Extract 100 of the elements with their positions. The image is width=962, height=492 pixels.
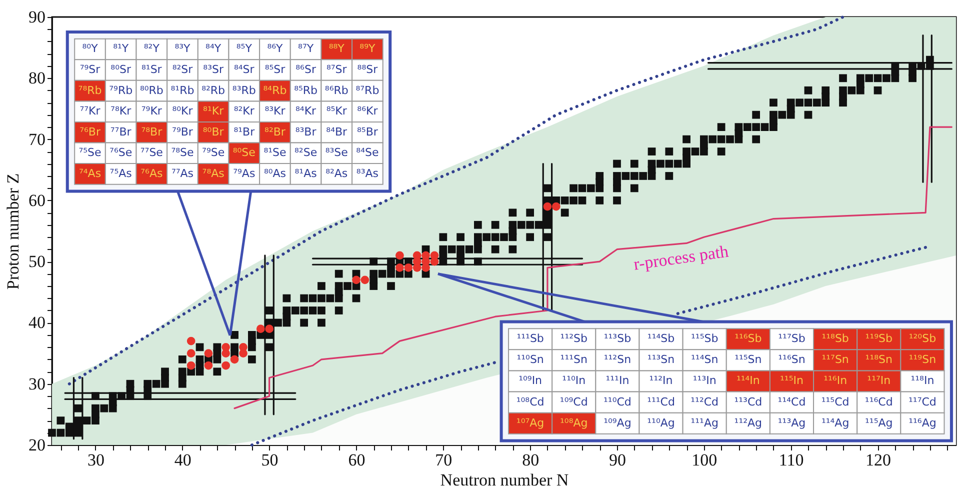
text: ⁷⁴As <box>78 166 102 180</box>
text: ¹⁰⁹Ag <box>604 416 632 430</box>
text: ¹¹⁴In <box>736 374 760 388</box>
text: ⁷⁶Br <box>80 125 100 138</box>
text: ¹⁰⁹Cd <box>560 395 588 408</box>
text: ¹¹⁷Sb <box>778 332 806 346</box>
text: ¹²⁰Sb <box>908 332 936 346</box>
text: ⁷⁹As <box>233 166 256 180</box>
text: ¹¹³Cd <box>734 395 762 408</box>
y-tick-label: 60 <box>28 190 46 210</box>
text: ¹¹⁴Sb <box>647 332 675 346</box>
text: ⁷⁸Br <box>141 125 162 138</box>
text: ¹¹⁶Sb <box>734 332 762 346</box>
text: ⁸²Se <box>294 146 318 160</box>
text: ¹¹²Sn <box>604 353 632 366</box>
text: ⁷⁸Se <box>171 146 194 160</box>
text: ¹¹³Ag <box>778 416 806 430</box>
text: ¹¹⁰Sn <box>516 353 544 366</box>
text: ⁷⁷Br <box>110 125 132 138</box>
text: ⁷⁹Se <box>202 146 225 160</box>
text: ⁸⁵Kr <box>326 104 347 118</box>
x-tick-label: 90 <box>609 450 626 470</box>
text: ¹¹¹Cd <box>647 395 675 408</box>
text: ⁷⁷Se <box>140 146 163 160</box>
x-tick-label: 50 <box>261 450 278 470</box>
text: ¹¹³Sb <box>604 332 632 346</box>
text: ⁷⁹Kr <box>141 104 162 118</box>
text: ⁸²Y <box>144 42 160 56</box>
text: ¹¹⁹Sn <box>908 353 936 366</box>
text: ⁸³Sr <box>203 63 224 76</box>
text: ¹¹⁰Cd <box>604 395 632 408</box>
x-tick-label: 110 <box>778 450 804 470</box>
text: ⁸²Rb <box>202 84 226 97</box>
text: ⁸⁶Kr <box>357 104 378 118</box>
text: ⁸⁸Sr <box>357 63 378 76</box>
text: ¹¹⁵Sn <box>734 353 762 366</box>
text: ⁸³Se <box>325 146 348 160</box>
text: ¹¹³Sn <box>647 353 675 366</box>
x-tick-label: 60 <box>348 450 366 470</box>
text: ¹¹¹Sn <box>560 353 588 366</box>
x-tick-label: 70 <box>435 450 452 470</box>
text: ⁸⁴Rb <box>263 84 287 97</box>
text: ¹¹²Sb <box>560 332 588 346</box>
y-tick-label: 40 <box>28 313 46 332</box>
text: ⁸⁵Sr <box>264 63 286 76</box>
text: ¹¹⁴Sn <box>691 353 718 366</box>
text: ¹¹⁰In <box>562 374 586 388</box>
text: ¹⁰⁸Cd <box>516 395 544 408</box>
y-tick-label: 70 <box>28 130 46 149</box>
text: ¹¹²Cd <box>690 395 719 408</box>
text: ¹¹¹Ag <box>690 416 718 430</box>
text: ⁸¹Br <box>234 125 255 138</box>
text: ⁸⁴Se <box>356 146 379 160</box>
text: ⁸⁶Y <box>267 42 283 56</box>
text: ¹⁰⁹In <box>518 374 542 388</box>
text: ¹¹⁵Sb <box>690 332 718 346</box>
text: ¹¹²Ag <box>734 416 762 430</box>
text: ⁸³Kr <box>264 104 286 118</box>
y-tick-label: 20 <box>28 436 46 454</box>
text: ¹⁰⁸Ag <box>560 416 588 430</box>
text: ⁸¹Se <box>264 146 286 160</box>
text: ¹¹⁶Sn <box>778 353 806 366</box>
x-tick-label: 80 <box>522 450 540 470</box>
text: ¹¹⁷Sn <box>822 353 849 366</box>
text: ¹¹⁵Cd <box>821 395 850 408</box>
text: ⁸²Sr <box>172 63 193 76</box>
text: ⁸³Y <box>174 42 190 56</box>
x-tick-label: 100 <box>692 450 718 470</box>
text: ⁸¹Rb <box>170 84 194 97</box>
text: ⁸³Br <box>295 125 316 138</box>
text: ⁸³As <box>356 166 378 180</box>
text: ¹¹⁶Ag <box>908 416 936 430</box>
x-tick-label: 40 <box>174 450 192 470</box>
x-tick-label: 120 <box>866 450 892 470</box>
text: ⁸⁴Sr <box>234 63 254 76</box>
y-tick-label: 80 <box>28 68 46 88</box>
text: ⁷⁷As <box>171 166 194 180</box>
text: ⁸⁸Y <box>328 42 344 56</box>
text: ⁸⁶Sr <box>296 63 316 76</box>
y-tick-label: 30 <box>28 374 46 394</box>
text: ⁸⁷Sr <box>326 63 347 76</box>
text: ⁷⁸Rb <box>78 84 102 97</box>
x-tick-label: 30 <box>87 450 104 470</box>
text: ⁷⁷Kr <box>80 104 100 118</box>
text: ¹¹⁸In <box>910 374 934 388</box>
text: ⁸³Rb <box>232 84 256 97</box>
text: ¹¹⁸Sb <box>822 332 849 346</box>
text: ⁷⁹Sr <box>80 63 100 76</box>
text: ⁷⁹Rb <box>109 84 133 97</box>
text: ⁸⁵Br <box>357 125 378 138</box>
text: ⁸¹Y <box>113 42 129 56</box>
text: ⁸²Kr <box>234 104 254 118</box>
text: ⁸⁴Kr <box>296 104 316 118</box>
text: ⁸⁰Rb <box>140 84 164 97</box>
text: ⁷⁸Kr <box>110 104 132 118</box>
text: ⁸¹As <box>294 166 317 180</box>
text: ⁸⁰Sr <box>110 63 132 76</box>
text: ⁸⁰Se <box>232 146 256 160</box>
text: ⁸⁷Y <box>298 42 314 56</box>
text: ⁸²As <box>326 166 348 180</box>
